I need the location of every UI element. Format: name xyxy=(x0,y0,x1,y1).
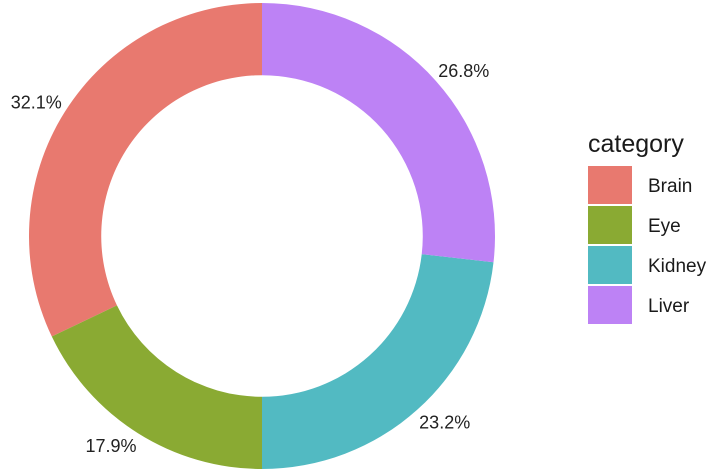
percent-label-liver: 26.8% xyxy=(438,61,489,81)
slice-liver xyxy=(262,3,495,263)
donut-slices xyxy=(28,3,495,469)
legend-label-eye: Eye xyxy=(648,216,681,237)
percent-label-brain: 32.1% xyxy=(11,93,62,113)
legend: category Brain Eye Kidney Liver xyxy=(588,130,707,324)
percent-labels: 32.1% 17.9% 23.2% 26.8% xyxy=(11,61,490,456)
slice-brain xyxy=(28,3,263,337)
legend-key-kidney xyxy=(588,246,632,284)
legend-title: category xyxy=(588,130,684,158)
slice-eye xyxy=(51,305,262,469)
percent-label-kidney: 23.2% xyxy=(419,412,470,432)
legend-items: Brain Eye Kidney Liver xyxy=(588,166,707,324)
legend-label-brain: Brain xyxy=(648,176,692,197)
legend-key-liver xyxy=(588,286,632,324)
percent-label-eye: 17.9% xyxy=(86,436,137,456)
legend-key-brain xyxy=(588,166,632,204)
legend-key-eye xyxy=(588,206,632,244)
slice-kidney xyxy=(262,254,494,469)
legend-label-liver: Liver xyxy=(648,296,690,317)
legend-label-kidney: Kidney xyxy=(648,256,707,277)
